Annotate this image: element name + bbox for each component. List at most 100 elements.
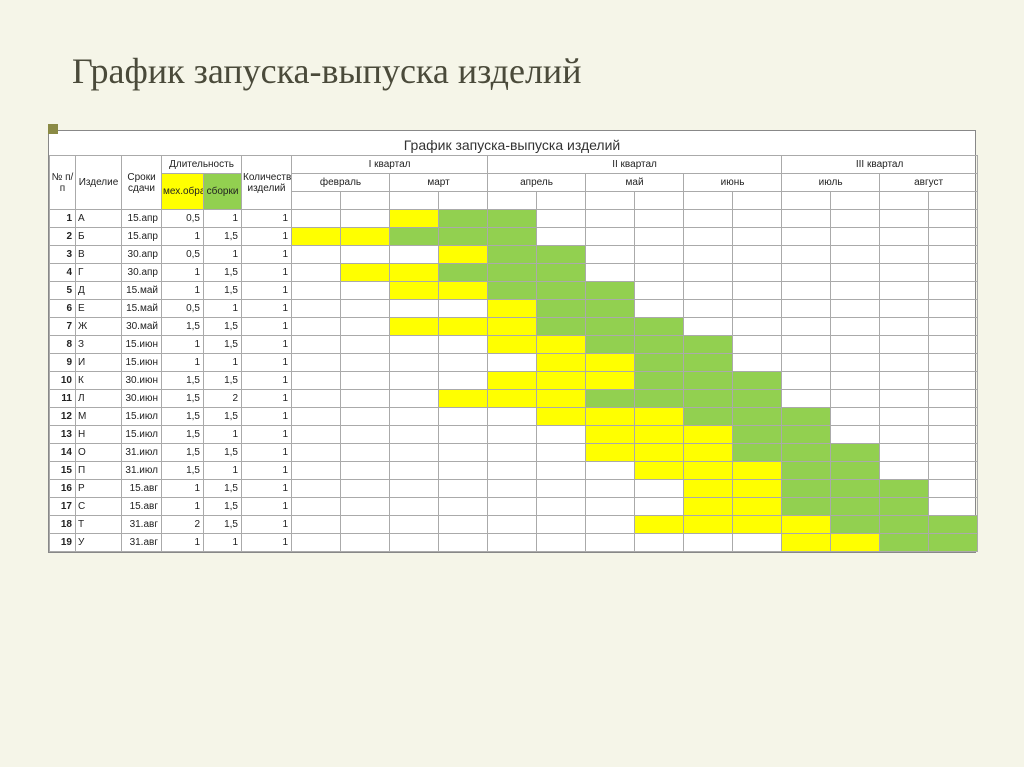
cell-asm-dur: 1 xyxy=(204,534,242,552)
gantt-cell xyxy=(831,408,880,426)
gantt-cell xyxy=(341,462,390,480)
col-half-2 xyxy=(390,192,439,210)
cell-mech-dur: 1 xyxy=(162,282,204,300)
cell-product: З xyxy=(76,336,122,354)
gantt-cell xyxy=(439,372,488,390)
gantt-cell xyxy=(635,462,684,480)
gantt-cell xyxy=(929,480,978,498)
cell-mech-dur: 0,5 xyxy=(162,210,204,228)
assembly-bar xyxy=(733,372,781,389)
cell-asm-dur: 1,5 xyxy=(204,264,242,282)
gantt-cell xyxy=(733,336,782,354)
cell-qty: 1 xyxy=(242,354,292,372)
cell-due: 15.авг xyxy=(122,480,162,498)
cell-num: 11 xyxy=(50,390,76,408)
gantt-cell xyxy=(733,228,782,246)
gantt-cell xyxy=(880,408,929,426)
gantt-cell xyxy=(733,480,782,498)
gantt-cell xyxy=(537,228,586,246)
gantt-cell xyxy=(782,498,831,516)
slide-title: График запуска-выпуска изделий xyxy=(72,50,976,92)
gantt-cell xyxy=(488,228,537,246)
col-duration: Длительность xyxy=(162,156,242,174)
col-half-10 xyxy=(782,192,831,210)
gantt-cell xyxy=(684,210,733,228)
cell-mech-dur: 1,5 xyxy=(162,462,204,480)
gantt-cell xyxy=(488,480,537,498)
assembly-bar xyxy=(782,408,830,425)
gantt-cell xyxy=(929,264,978,282)
gantt-cell xyxy=(635,282,684,300)
gantt-cell xyxy=(488,462,537,480)
gantt-cell xyxy=(537,300,586,318)
col-mech: мех.обработки xyxy=(162,174,204,210)
gantt-cell xyxy=(439,228,488,246)
gantt-cell xyxy=(439,318,488,336)
gantt-cell xyxy=(537,498,586,516)
mech-bar xyxy=(586,426,634,443)
gantt-cell xyxy=(782,336,831,354)
cell-qty: 1 xyxy=(242,408,292,426)
gantt-cell xyxy=(635,534,684,552)
assembly-bar xyxy=(586,282,634,299)
gantt-cell xyxy=(537,480,586,498)
assembly-bar xyxy=(733,408,781,425)
gantt-table: № п/пИзделиеСроки сдачиДлительностьКолич… xyxy=(49,155,978,552)
gantt-cell xyxy=(390,264,439,282)
cell-num: 5 xyxy=(50,282,76,300)
cell-num: 19 xyxy=(50,534,76,552)
cell-product: Е xyxy=(76,300,122,318)
gantt-cell xyxy=(292,516,341,534)
table-row: 16Р15.авг11,51 xyxy=(50,480,978,498)
cell-asm-dur: 1 xyxy=(204,354,242,372)
gantt-cell xyxy=(341,516,390,534)
gantt-cell xyxy=(586,534,635,552)
gantt-cell xyxy=(782,264,831,282)
gantt-cell xyxy=(831,354,880,372)
chart-title: График запуска-выпуска изделий xyxy=(49,131,975,155)
mech-bar xyxy=(684,426,732,443)
gantt-cell xyxy=(341,336,390,354)
gantt-cell xyxy=(488,354,537,372)
gantt-cell xyxy=(341,426,390,444)
gantt-cell xyxy=(733,462,782,480)
mech-bar xyxy=(684,498,732,515)
cell-asm-dur: 1,5 xyxy=(204,408,242,426)
mech-bar xyxy=(341,228,389,245)
gantt-cell xyxy=(929,246,978,264)
cell-asm-dur: 1,5 xyxy=(204,336,242,354)
cell-mech-dur: 1 xyxy=(162,480,204,498)
mech-bar xyxy=(733,516,781,533)
cell-due: 31.авг xyxy=(122,534,162,552)
assembly-bar xyxy=(635,390,683,407)
gantt-cell xyxy=(684,426,733,444)
mech-bar xyxy=(782,534,830,551)
cell-due: 30.июн xyxy=(122,372,162,390)
gantt-cell xyxy=(390,246,439,264)
mech-bar xyxy=(390,264,438,281)
assembly-bar xyxy=(537,282,585,299)
gantt-cell xyxy=(488,300,537,318)
gantt-cell xyxy=(341,354,390,372)
cell-product: Б xyxy=(76,228,122,246)
gantt-cell xyxy=(341,210,390,228)
assembly-bar xyxy=(635,336,683,353)
gantt-cell xyxy=(831,318,880,336)
col-assembly: сборки xyxy=(204,174,242,210)
cell-product: А xyxy=(76,210,122,228)
table-row: 13Н15.июл1,511 xyxy=(50,426,978,444)
gantt-cell xyxy=(586,516,635,534)
cell-qty: 1 xyxy=(242,210,292,228)
gantt-cell xyxy=(292,444,341,462)
table-row: 11Л30.июн1,521 xyxy=(50,390,978,408)
gantt-cell xyxy=(733,246,782,264)
gantt-cell xyxy=(537,264,586,282)
assembly-bar xyxy=(831,480,879,497)
cell-mech-dur: 1,5 xyxy=(162,390,204,408)
col-half-11 xyxy=(831,192,880,210)
gantt-cell xyxy=(929,444,978,462)
cell-num: 14 xyxy=(50,444,76,462)
cell-due: 15.авг xyxy=(122,498,162,516)
cell-num: 6 xyxy=(50,300,76,318)
gantt-cell xyxy=(733,516,782,534)
